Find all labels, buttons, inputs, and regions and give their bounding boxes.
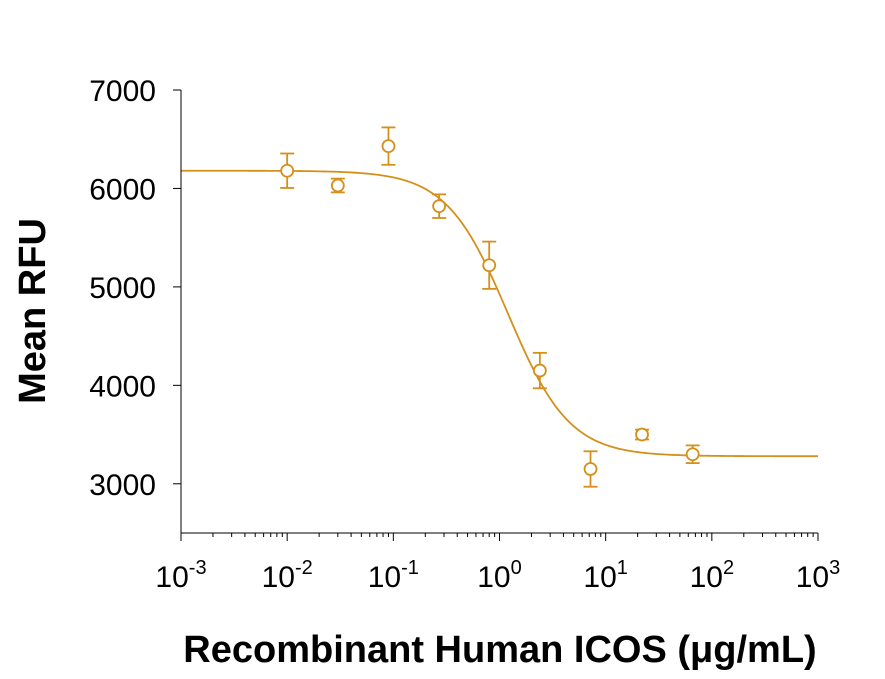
point-marker — [583, 462, 598, 476]
x-tick-label: 10-1 — [368, 557, 419, 594]
data-point — [330, 177, 345, 194]
y-tick-label: 5000 — [89, 272, 156, 305]
point-marker — [330, 178, 345, 193]
x-tick-base: 10 — [477, 561, 510, 594]
point-marker — [482, 258, 497, 273]
x-tick-label: 102 — [690, 557, 735, 594]
data-point — [532, 351, 547, 390]
data-point — [432, 193, 447, 219]
x-tick-label: 100 — [477, 557, 522, 594]
x-tick-exponent: -1 — [401, 557, 419, 579]
data-point — [280, 152, 295, 189]
data-points-group — [280, 126, 700, 488]
data-point — [583, 450, 598, 488]
data-point — [685, 444, 700, 465]
data-point — [482, 240, 497, 290]
x-tick-exponent: -2 — [295, 557, 313, 579]
x-tick-base: 10 — [368, 561, 401, 594]
y-tick-label: 4000 — [89, 370, 156, 403]
x-tick-base: 10 — [796, 561, 829, 594]
x-tick-exponent: 3 — [829, 557, 840, 579]
x-tick-base: 10 — [583, 561, 616, 594]
x-tick-label: 101 — [583, 557, 628, 594]
point-marker — [432, 199, 447, 214]
point-marker — [685, 447, 700, 462]
fit-curve-group — [181, 169, 818, 458]
x-axis-title: Recombinant Human ICOS (μg/mL) — [183, 629, 816, 671]
x-tick-exponent: 2 — [723, 557, 734, 579]
x-tick-label: 10-3 — [155, 557, 206, 594]
x-tick-label: 10-2 — [262, 557, 313, 594]
data-point — [381, 126, 396, 166]
point-marker — [635, 427, 649, 442]
x-tick-base: 10 — [690, 561, 723, 594]
x-tick-base: 10 — [262, 561, 295, 594]
x-tick-exponent: 1 — [617, 557, 628, 579]
data-point — [635, 427, 650, 442]
x-tick-exponent: -3 — [189, 557, 207, 579]
fit-curve — [181, 169, 818, 458]
y-tick-label: 7000 — [89, 75, 156, 108]
x-tick-label: 103 — [796, 557, 841, 594]
y-tick-label: 3000 — [89, 469, 156, 502]
point-marker — [532, 363, 547, 378]
point-marker — [280, 163, 295, 178]
x-tick-exponent: 0 — [511, 557, 522, 579]
y-axis-title: Mean RFU — [12, 218, 54, 404]
y-tick-label: 6000 — [89, 173, 156, 206]
x-tick-base: 10 — [155, 561, 188, 594]
point-marker — [381, 139, 396, 154]
